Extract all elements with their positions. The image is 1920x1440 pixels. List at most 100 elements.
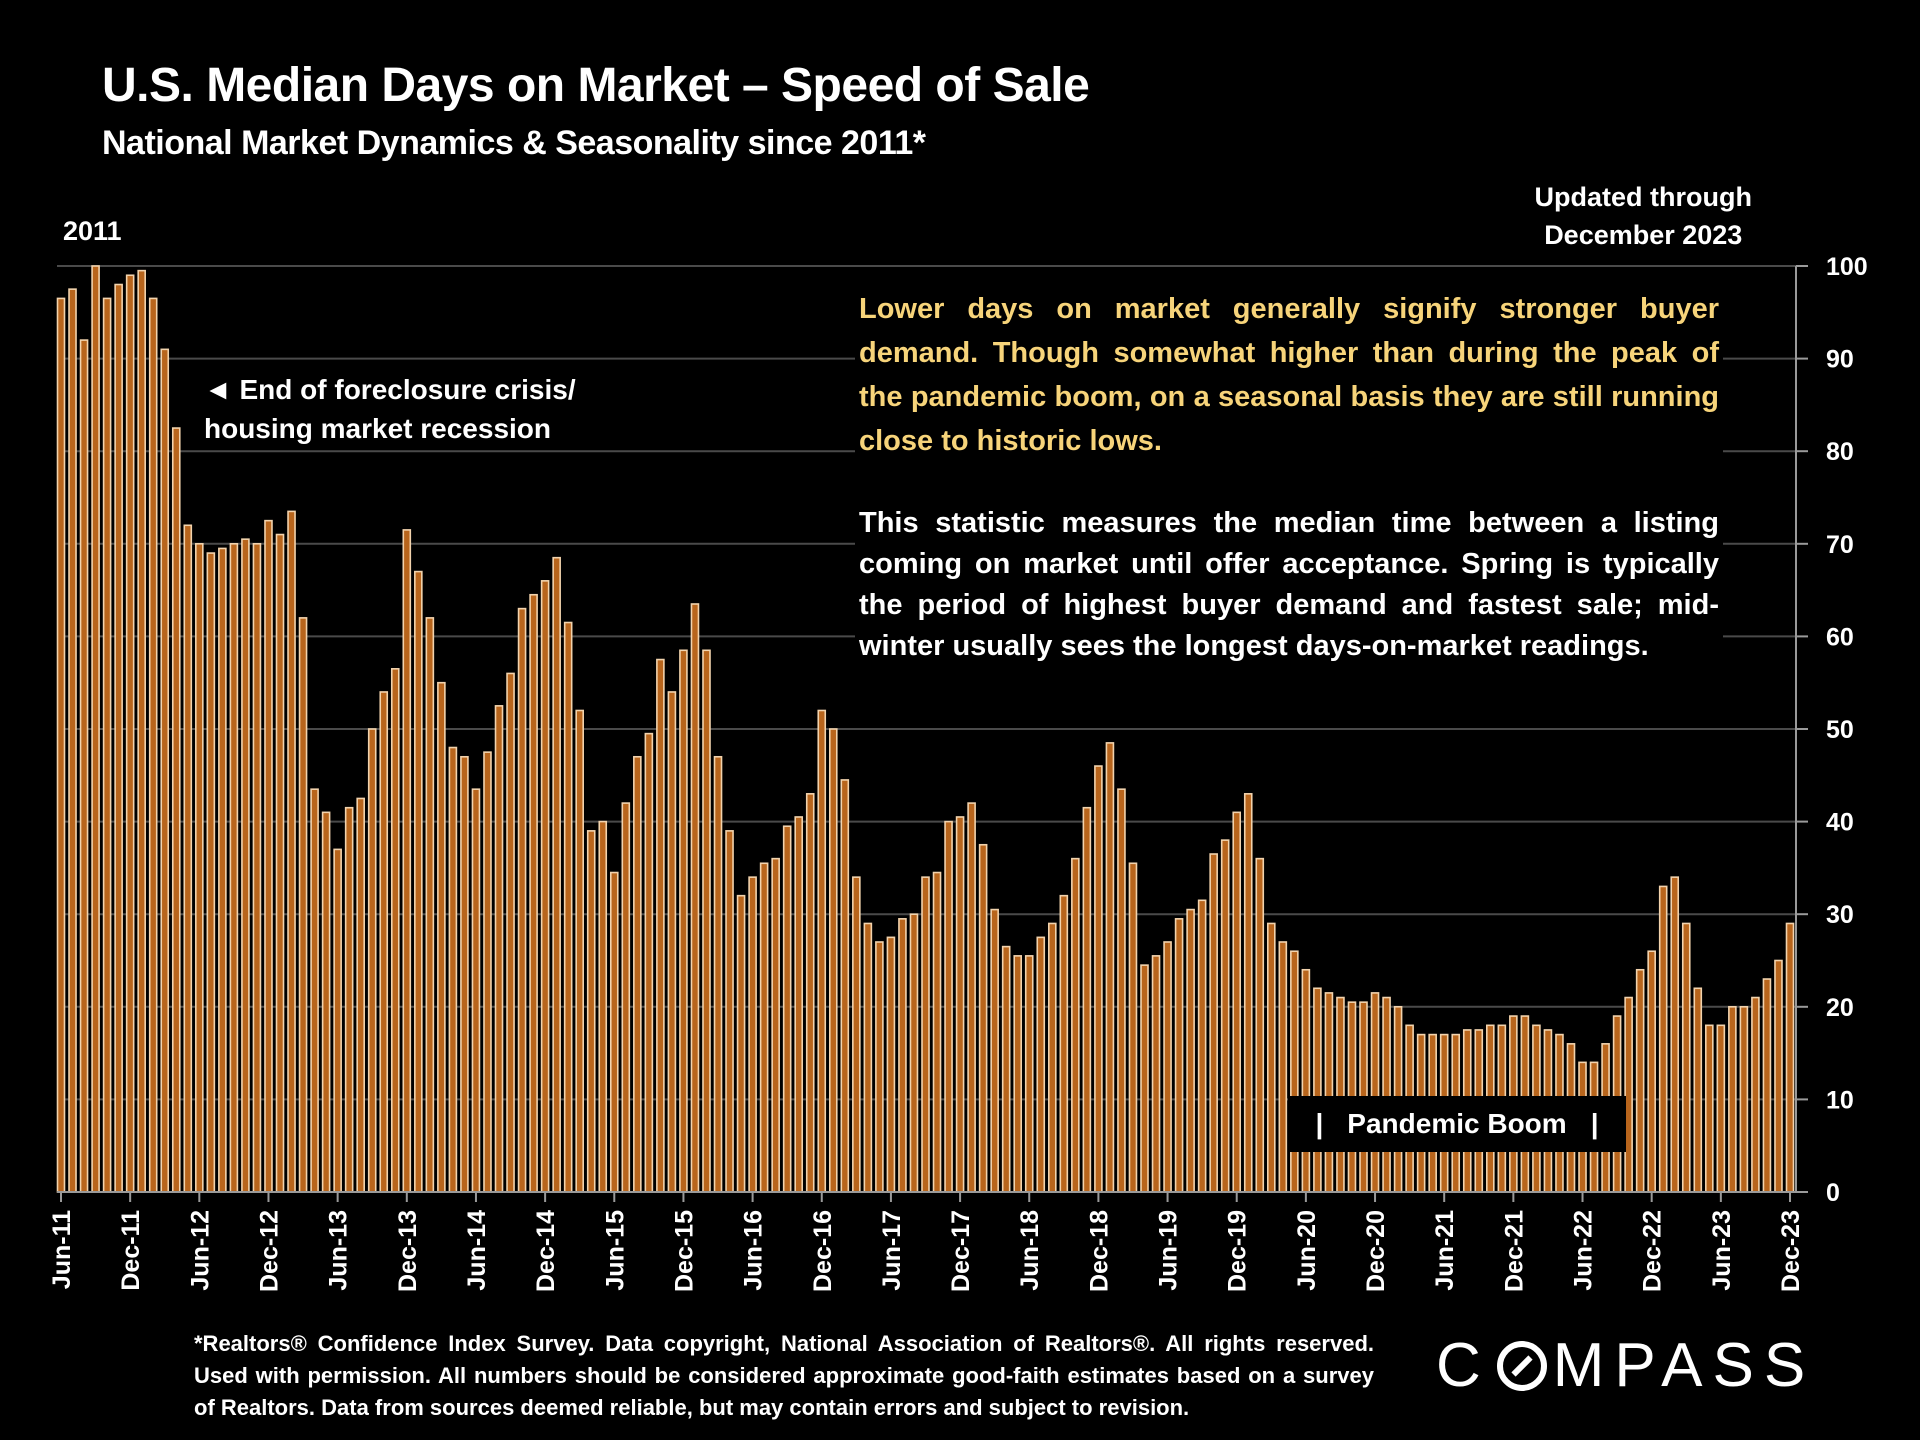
bar	[1336, 996, 1345, 1193]
callout-line-2: housing market recession	[204, 413, 552, 444]
bar	[298, 617, 308, 1193]
bar	[1024, 955, 1034, 1193]
bar	[540, 580, 550, 1193]
bar	[1001, 945, 1011, 1193]
bar	[1232, 811, 1242, 1193]
bar	[748, 876, 757, 1193]
bar	[909, 913, 919, 1193]
bar	[229, 542, 239, 1193]
bar	[667, 691, 677, 1193]
bar	[471, 788, 481, 1193]
y-tick-labels: 0 10 20 30 40 50 60 70 80 90 100	[1826, 253, 1868, 1207]
bar	[91, 265, 100, 1193]
chart-subtitle: National Market Dynamics & Seasonality s…	[102, 124, 926, 162]
bar	[1278, 941, 1288, 1193]
bar	[1163, 941, 1172, 1193]
bar	[1186, 908, 1195, 1193]
bar	[690, 603, 700, 1193]
bar	[494, 705, 504, 1193]
bar	[1693, 987, 1703, 1193]
y-tick-label: 80	[1826, 438, 1854, 466]
bar	[367, 728, 377, 1193]
y-tick-label: 0	[1826, 1179, 1840, 1207]
bar	[114, 283, 123, 1193]
bar	[725, 830, 734, 1193]
chart-title: U.S. Median Days on Market – Speed of Sa…	[102, 59, 1090, 112]
bar	[1209, 853, 1218, 1193]
bar	[1716, 1024, 1726, 1193]
x-tick-label: Dec-22	[1639, 1210, 1667, 1292]
bar	[437, 681, 446, 1193]
bar	[218, 547, 227, 1193]
bar	[633, 755, 642, 1193]
logo-letter-c: C	[1436, 1331, 1491, 1400]
x-tick-label: Jun-13	[325, 1210, 353, 1291]
bar	[1243, 793, 1253, 1193]
bar	[517, 607, 527, 1193]
bar	[483, 751, 492, 1193]
bar	[679, 649, 688, 1193]
bar	[1774, 959, 1783, 1193]
bar	[148, 297, 158, 1193]
bar	[1047, 922, 1057, 1193]
bar	[1267, 922, 1276, 1193]
pandemic-end-marker: |	[1590, 1108, 1599, 1139]
bar	[955, 816, 965, 1193]
bar	[621, 802, 631, 1193]
bar	[1739, 1005, 1749, 1193]
compass-o-icon	[1496, 1340, 1547, 1391]
bar	[644, 732, 654, 1193]
pandemic-text: Pandemic Boom	[1347, 1108, 1567, 1139]
bar	[1117, 788, 1126, 1193]
x-tick-label: Jun-16	[740, 1210, 768, 1291]
x-tick-label: Dec-20	[1362, 1210, 1390, 1292]
bar	[794, 816, 804, 1193]
bar	[344, 806, 354, 1193]
bar	[1681, 922, 1691, 1193]
bar	[967, 802, 976, 1193]
x-tick-label: Jun-15	[601, 1210, 629, 1291]
bar	[805, 793, 815, 1193]
bar	[736, 894, 746, 1193]
bar	[241, 538, 250, 1193]
bar	[275, 533, 285, 1193]
x-tick-label: Dec-18	[1085, 1210, 1113, 1292]
y-tick-label: 60	[1826, 623, 1854, 651]
bar	[1751, 996, 1760, 1193]
x-tick-label: Dec-11	[117, 1210, 145, 1291]
y-tick-label: 40	[1826, 809, 1854, 837]
x-tick-label: Dec-19	[1224, 1210, 1252, 1292]
bar	[390, 668, 400, 1193]
commentary-definition: This statistic measures the median time …	[859, 507, 1719, 662]
bar	[702, 649, 711, 1193]
compass-logo: C MPASS	[1436, 1330, 1815, 1401]
logo-letters: MPASS	[1552, 1331, 1816, 1400]
bar	[609, 871, 619, 1193]
x-tick-label: Dec-15	[670, 1210, 698, 1292]
bar	[79, 339, 89, 1193]
x-tick-label: Jun-23	[1708, 1210, 1736, 1291]
bar	[321, 811, 331, 1193]
bar	[598, 820, 608, 1193]
bar	[1082, 806, 1092, 1193]
bar	[1128, 862, 1138, 1193]
bar	[782, 825, 792, 1193]
x-tick-label: Dec-14	[532, 1210, 560, 1292]
bar	[252, 542, 262, 1193]
bar	[56, 297, 66, 1193]
x-tick-label: Jun-19	[1155, 1210, 1183, 1291]
bar	[529, 593, 538, 1193]
bar	[898, 918, 907, 1193]
pandemic-boom-label: | Pandemic Boom |	[1288, 1096, 1626, 1152]
bar	[713, 755, 723, 1193]
bar	[921, 876, 930, 1193]
commentary-highlight: Lower days on market generally signify s…	[859, 293, 1719, 457]
bar	[206, 552, 216, 1193]
y-tick-label: 100	[1826, 253, 1868, 281]
bar	[1151, 955, 1161, 1193]
x-tick-label: Jun-20	[1293, 1210, 1321, 1291]
y-tick-label: 90	[1826, 346, 1854, 374]
bar	[817, 709, 827, 1193]
bar	[171, 427, 181, 1193]
bar	[552, 556, 561, 1193]
